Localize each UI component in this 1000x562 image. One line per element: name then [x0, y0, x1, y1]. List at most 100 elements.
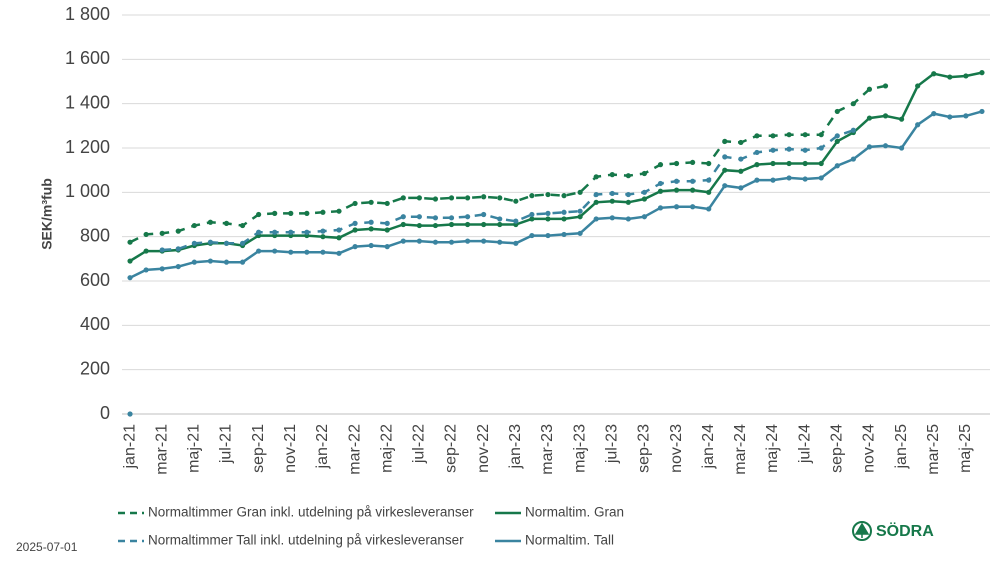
- point: [690, 159, 696, 166]
- point: [625, 191, 631, 198]
- point: [915, 122, 921, 128]
- point: [561, 193, 567, 199]
- point: [416, 222, 422, 229]
- point: [159, 247, 165, 253]
- point: [561, 231, 567, 238]
- point: [657, 180, 664, 187]
- point: [481, 238, 487, 244]
- point: [641, 196, 648, 202]
- point: [722, 183, 728, 189]
- point: [336, 235, 342, 241]
- point: [336, 250, 342, 256]
- point: [127, 239, 133, 245]
- point: [320, 249, 326, 255]
- point: [947, 74, 953, 80]
- series-line: [162, 129, 854, 252]
- point: [481, 194, 487, 200]
- y-tick-label: 800: [80, 225, 110, 245]
- legend-label: Normaltim. Gran: [525, 505, 624, 520]
- x-tick-label: jul-24: [796, 424, 813, 464]
- point: [529, 193, 535, 199]
- point: [673, 204, 680, 210]
- point: [448, 215, 455, 221]
- point: [448, 195, 455, 201]
- point: [513, 218, 519, 224]
- point: [818, 145, 824, 151]
- point: [882, 113, 889, 119]
- x-tick-label: sep-23: [636, 424, 653, 473]
- logo-tree: [854, 522, 870, 538]
- point: [272, 248, 278, 254]
- point: [706, 160, 712, 167]
- point: [239, 259, 246, 265]
- point: [127, 411, 133, 417]
- point: [529, 216, 535, 222]
- point: [931, 71, 937, 77]
- x-tick-label: jul-22: [411, 424, 428, 464]
- x-tick-label: mar-22: [346, 424, 363, 475]
- point: [641, 170, 648, 177]
- point: [850, 156, 856, 162]
- point: [690, 204, 696, 210]
- point: [448, 239, 455, 245]
- point: [545, 216, 551, 222]
- point: [432, 239, 439, 245]
- point: [127, 258, 133, 264]
- point: [818, 160, 824, 167]
- point: [127, 275, 133, 281]
- logo: SÖDRA: [852, 521, 934, 541]
- x-tick-label: maj-24: [764, 424, 781, 473]
- legend-label: Normaltimmer Tall inkl. utdelning på vir…: [148, 533, 464, 548]
- point: [448, 221, 455, 228]
- point: [384, 200, 390, 207]
- point: [963, 113, 969, 119]
- point: [336, 227, 342, 233]
- point: [593, 191, 599, 198]
- point: [834, 163, 840, 169]
- point: [786, 146, 792, 152]
- point: [770, 177, 776, 183]
- point: [866, 115, 873, 121]
- point: [818, 175, 824, 181]
- y-tick-label: 200: [80, 358, 110, 378]
- point: [947, 114, 953, 120]
- footer-date: 2025-07-01: [16, 540, 78, 554]
- point: [754, 149, 760, 156]
- point: [336, 208, 342, 214]
- point: [288, 249, 294, 255]
- legend-label: Normaltim. Tall: [525, 533, 614, 548]
- point: [706, 189, 712, 195]
- x-tick-label: maj-23: [571, 424, 588, 473]
- point: [368, 199, 374, 205]
- point: [882, 143, 889, 149]
- point: [207, 239, 214, 245]
- point: [738, 185, 744, 191]
- point: [256, 248, 262, 254]
- point: [223, 220, 230, 226]
- point: [802, 176, 808, 182]
- point: [802, 132, 808, 138]
- point: [577, 208, 583, 214]
- point: [770, 160, 776, 167]
- point: [577, 189, 583, 195]
- point: [464, 195, 471, 201]
- point: [657, 205, 664, 211]
- point: [593, 216, 599, 222]
- point: [690, 178, 696, 184]
- point: [641, 189, 648, 195]
- y-tick-label: 1 800: [65, 4, 110, 24]
- point: [722, 154, 728, 160]
- point: [352, 227, 358, 233]
- x-tick-label: nov-21: [282, 424, 299, 473]
- y-axis-label: SEK/m³fub: [39, 178, 55, 250]
- point: [770, 133, 776, 139]
- point: [625, 173, 631, 179]
- series-line: [129, 110, 983, 279]
- point: [304, 210, 310, 216]
- point: [272, 210, 278, 216]
- point: [561, 216, 567, 222]
- point: [432, 196, 439, 202]
- point: [368, 226, 374, 232]
- point: [738, 168, 744, 174]
